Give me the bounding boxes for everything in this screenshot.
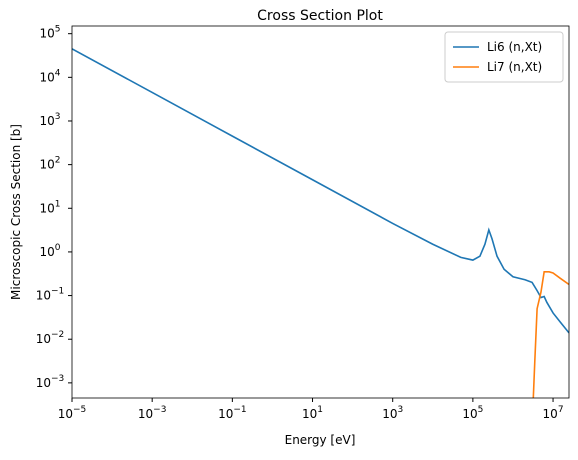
line bbox=[532, 271, 569, 398]
x-tick-label: 10−1 bbox=[218, 405, 247, 421]
y-tick-label: 10−2 bbox=[36, 330, 65, 346]
line bbox=[72, 48, 569, 334]
legend-box bbox=[444, 31, 564, 83]
y-tick-label: 103 bbox=[39, 112, 60, 128]
y-axis-label: Microscopic Cross Section [b] bbox=[9, 124, 23, 300]
y-tick-label: 10−1 bbox=[36, 287, 65, 303]
x-axis-label: Energy [eV] bbox=[285, 433, 356, 447]
y-tick-label: 104 bbox=[39, 68, 60, 84]
x-tick-label: 105 bbox=[462, 405, 483, 421]
y-tick-label: 100 bbox=[39, 243, 60, 259]
y-tick-label: 102 bbox=[39, 156, 60, 172]
plot-area bbox=[72, 48, 569, 398]
y-tick-label: 101 bbox=[39, 199, 60, 215]
x-tick-label: 10−5 bbox=[58, 405, 87, 421]
x-tick-label: 101 bbox=[302, 405, 323, 421]
y-tick-label: 105 bbox=[39, 25, 60, 41]
x-tick-label: 103 bbox=[382, 405, 403, 421]
x-tick-label: 107 bbox=[543, 405, 564, 421]
legend-label: Li7 (n,Xt) bbox=[487, 60, 542, 74]
legend-label: Li6 (n,Xt) bbox=[487, 40, 542, 54]
y-tick-label: 10−3 bbox=[36, 374, 65, 390]
chart-title: Cross Section Plot bbox=[257, 8, 383, 24]
plot-frame bbox=[71, 25, 570, 399]
x-tick-label: 10−3 bbox=[138, 405, 167, 421]
